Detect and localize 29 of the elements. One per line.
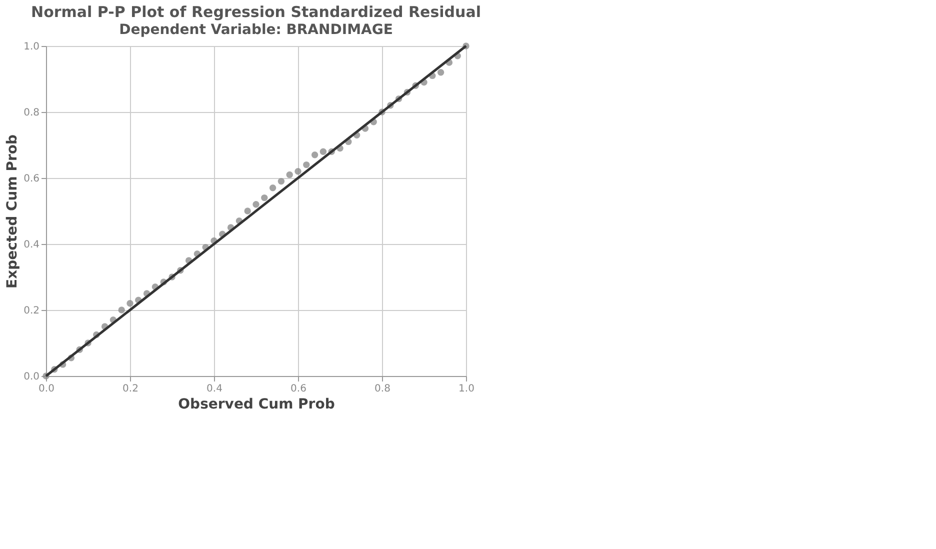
point <box>437 69 444 76</box>
x-tick-label: 0.8 <box>374 384 390 394</box>
point <box>244 208 251 214</box>
point <box>126 300 134 307</box>
point <box>286 171 293 178</box>
y-tick-label: 0.0 <box>24 372 40 382</box>
point <box>278 178 285 185</box>
y-tick-label: 0.2 <box>24 306 40 316</box>
point <box>303 161 310 168</box>
point <box>311 152 318 158</box>
point <box>118 306 125 314</box>
y-tick-label: 0.8 <box>24 108 40 118</box>
chart-subtitle: Dependent Variable: BRANDIMAGE <box>119 22 393 38</box>
x-tick-label: 0.0 <box>38 384 54 394</box>
x-tick-label: 0.4 <box>206 384 222 394</box>
point <box>320 148 327 155</box>
point <box>294 168 302 175</box>
x-axis-title: Observed Cum Prob <box>178 396 335 412</box>
x-tick-label: 1.0 <box>458 384 474 394</box>
y-tick-label: 1.0 <box>24 42 40 52</box>
y-axis-title: Expected Cum Prob <box>4 134 21 288</box>
y-tick-label: 0.6 <box>24 174 40 184</box>
point <box>269 184 276 192</box>
chart-title: Normal P-P Plot of Regression Standardized Residual <box>31 3 481 21</box>
point <box>261 194 268 202</box>
point <box>252 201 260 208</box>
x-tick-label: 0.6 <box>290 384 306 394</box>
y-tick-label: 0.4 <box>24 240 40 250</box>
x-tick-label: 0.2 <box>122 384 138 394</box>
